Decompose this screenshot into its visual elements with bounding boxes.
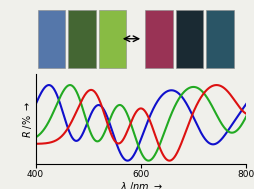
Bar [206, 10, 234, 68]
Bar [38, 10, 65, 68]
Bar [176, 10, 203, 68]
Y-axis label: $R$ /% $\rightarrow$: $R$ /% $\rightarrow$ [21, 101, 34, 138]
Bar [99, 10, 126, 68]
Bar [68, 10, 96, 68]
X-axis label: $\lambda$ $/nm$ $\rightarrow$: $\lambda$ $/nm$ $\rightarrow$ [120, 180, 162, 189]
Bar [145, 10, 173, 68]
